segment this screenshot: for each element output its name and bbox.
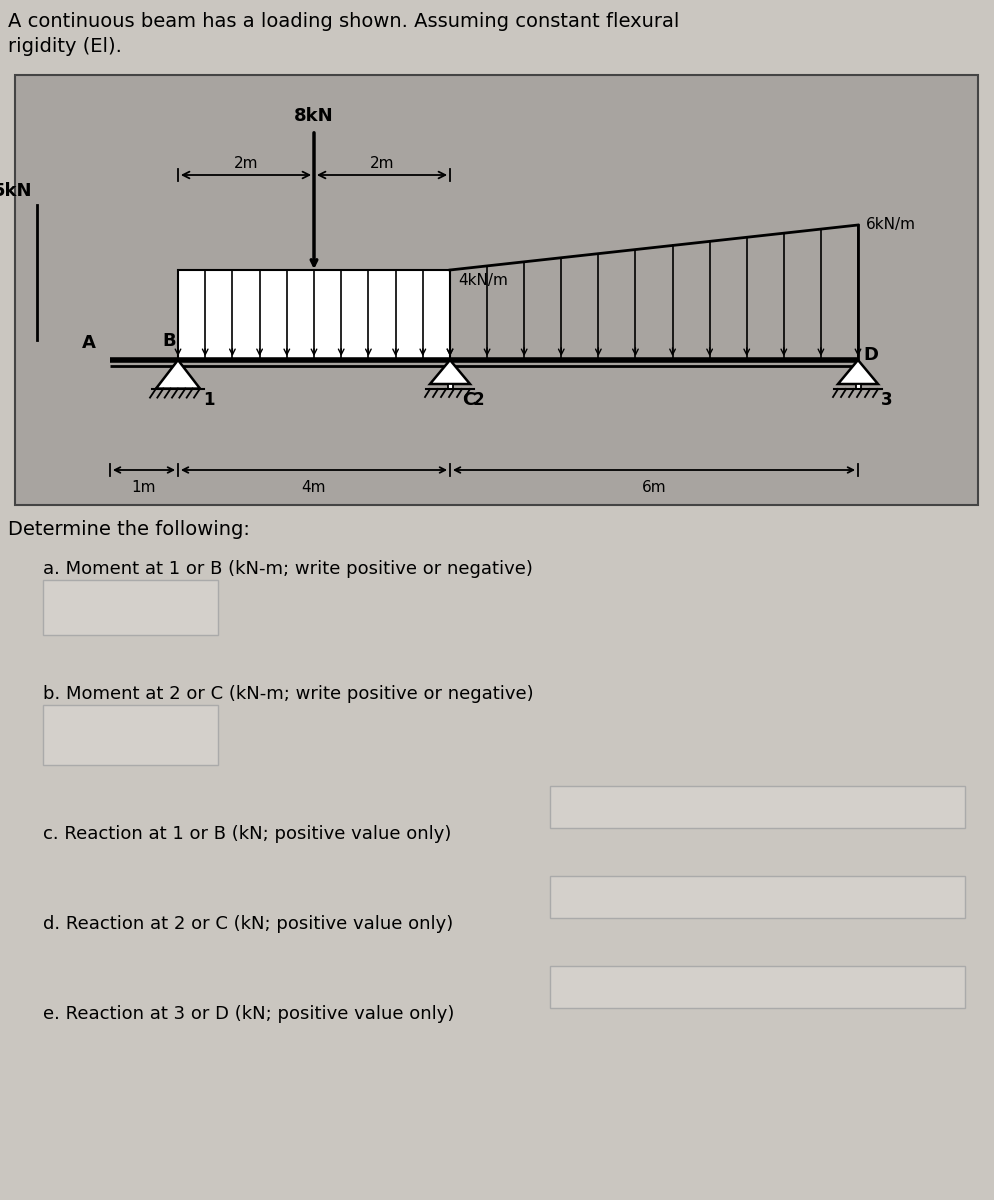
Bar (447, 384, 452, 389)
Text: B: B (162, 332, 176, 350)
Text: a. Moment at 1 or B (kN-m; write positive or negative): a. Moment at 1 or B (kN-m; write positiv… (43, 560, 533, 578)
Bar (15, 74, 978, 505)
Text: rigidity (El).: rigidity (El). (8, 37, 122, 56)
Text: A continuous beam has a loading shown. Assuming constant flexural: A continuous beam has a loading shown. A… (8, 12, 679, 31)
Text: 2m: 2m (370, 156, 395, 170)
Text: 1: 1 (203, 391, 215, 408)
Text: 1m: 1m (132, 480, 156, 494)
Bar (550, 876, 965, 918)
Text: 3: 3 (881, 391, 893, 409)
Text: 5kN: 5kN (0, 182, 32, 200)
Text: 6m: 6m (642, 480, 666, 494)
Text: b. Moment at 2 or C (kN-m; write positive or negative): b. Moment at 2 or C (kN-m; write positiv… (43, 685, 534, 703)
Text: 8kN: 8kN (294, 107, 334, 125)
Text: 4m: 4m (302, 480, 326, 494)
Text: 4kN/m: 4kN/m (458, 272, 508, 288)
Polygon shape (430, 360, 470, 384)
Text: C: C (462, 391, 475, 409)
Text: Determine the following:: Determine the following: (8, 520, 249, 539)
Bar (178, 270, 450, 360)
Bar (550, 786, 965, 828)
Text: A: A (83, 334, 96, 352)
Bar (43, 580, 218, 635)
Bar (43, 704, 218, 766)
Text: 2m: 2m (234, 156, 258, 170)
Text: 6kN/m: 6kN/m (866, 217, 916, 233)
Text: c. Reaction at 1 or B (kN; positive value only): c. Reaction at 1 or B (kN; positive valu… (43, 826, 451, 842)
Polygon shape (838, 360, 878, 384)
Text: e. Reaction at 3 or D (kN; positive value only): e. Reaction at 3 or D (kN; positive valu… (43, 1006, 454, 1022)
Text: d. Reaction at 2 or C (kN; positive value only): d. Reaction at 2 or C (kN; positive valu… (43, 914, 453, 934)
Polygon shape (156, 360, 200, 389)
Bar (550, 966, 965, 1008)
Text: 2: 2 (473, 391, 485, 409)
Text: D: D (863, 346, 878, 364)
Bar (856, 384, 861, 389)
